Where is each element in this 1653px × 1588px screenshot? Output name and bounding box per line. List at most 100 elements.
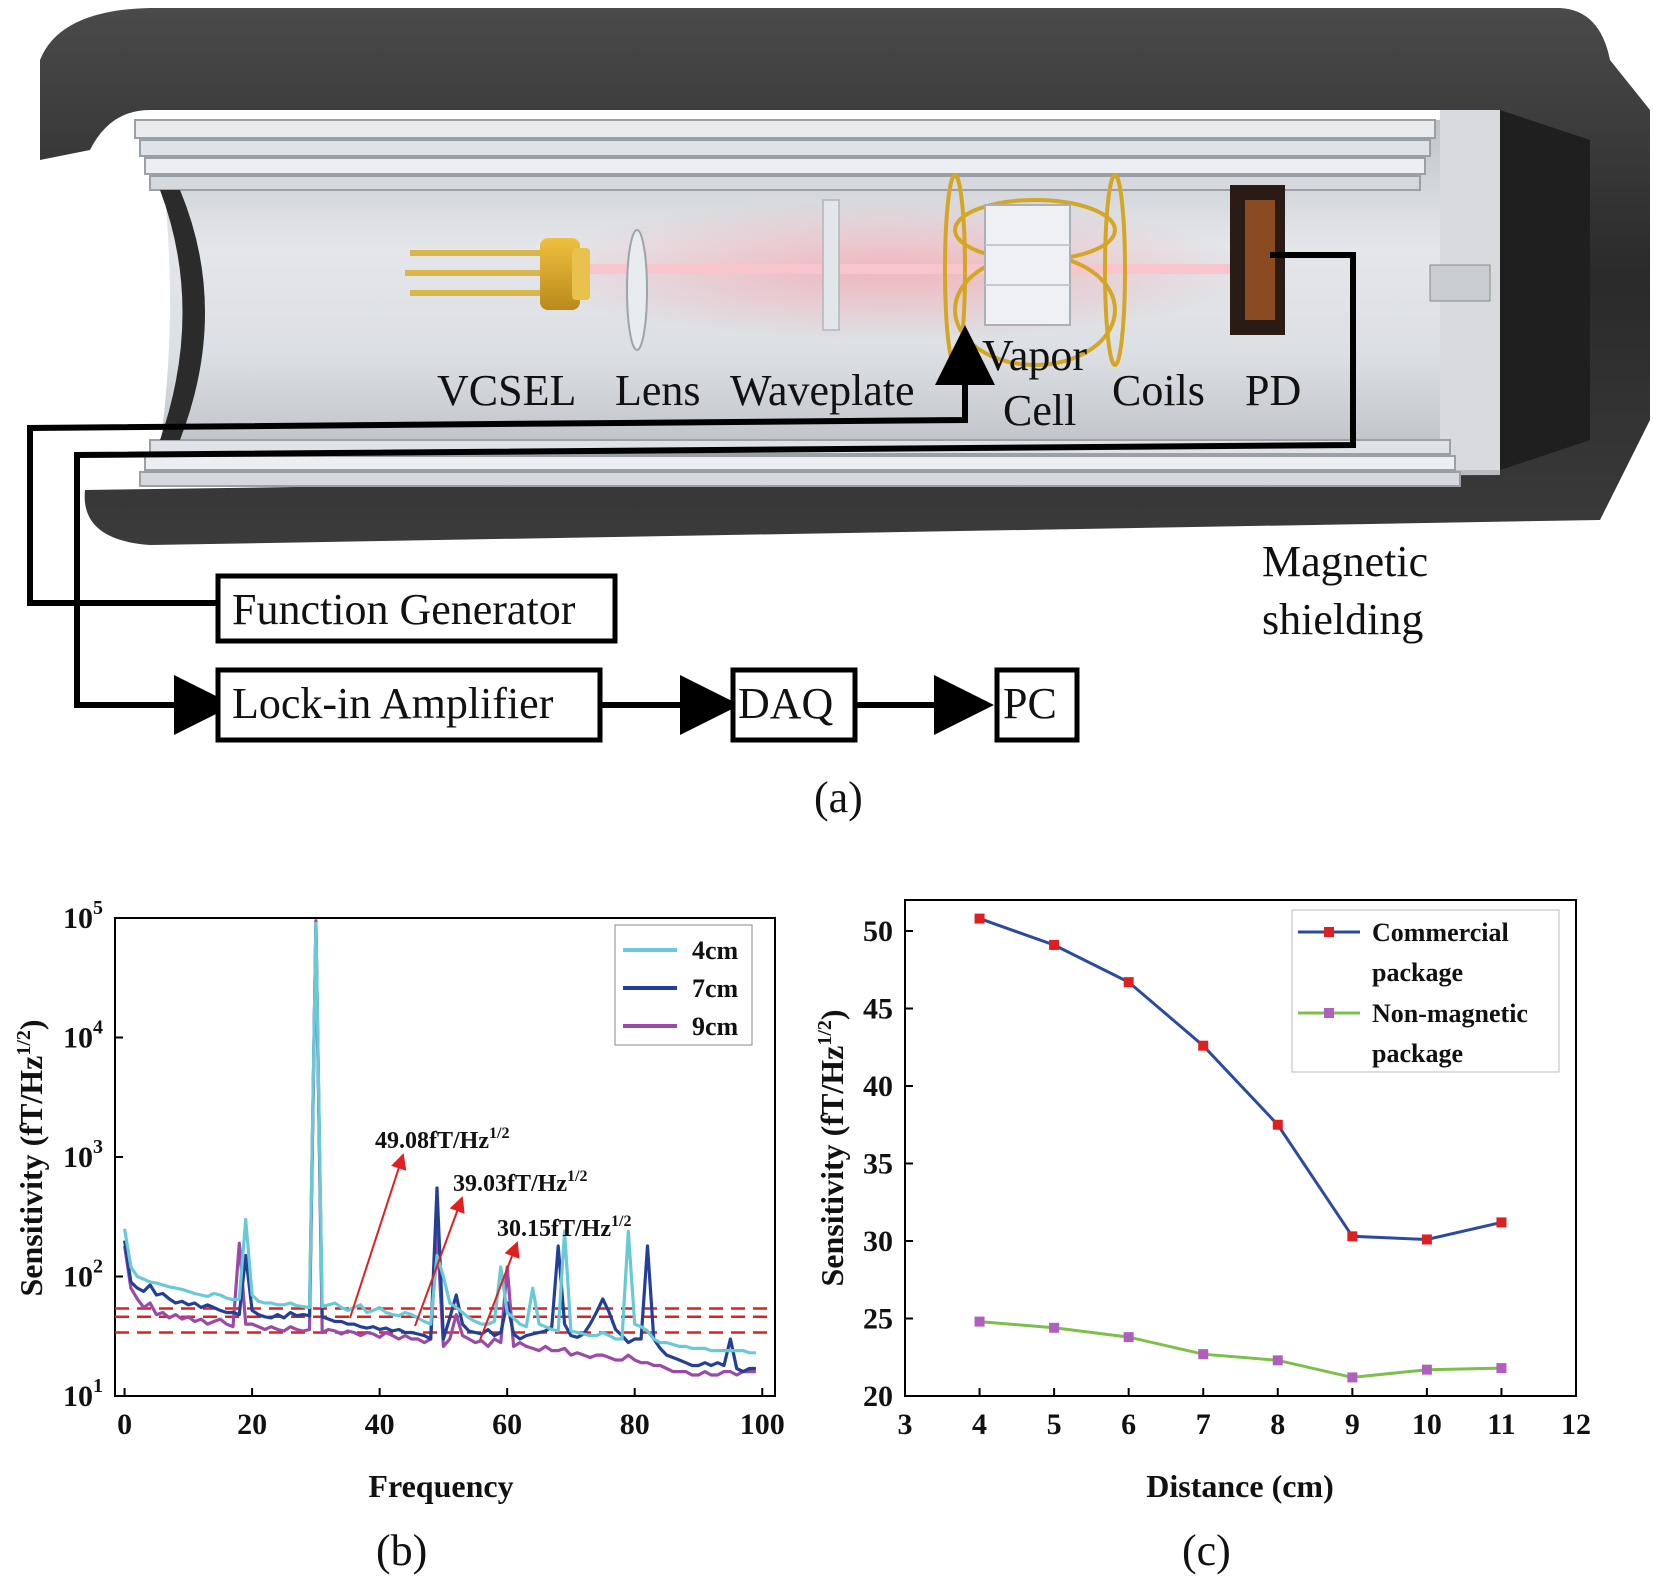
y-tick-label: 40 [863,1070,893,1103]
x-tick-label: 80 [620,1408,650,1441]
x-tick-label: 8 [1270,1408,1285,1441]
lock-in-amplifier-label: Lock-in Amplifier [232,679,554,728]
data-point [1347,1372,1358,1383]
data-point [1049,1322,1060,1333]
y-tick-label: 101 [63,1375,103,1413]
data-point [1496,1363,1507,1374]
pc-box: PC [994,667,1080,743]
chart-b-ylabel: Sensitivity (fT/Hz1/2) [13,1019,49,1296]
magnetic-shield-shell [40,8,1650,545]
data-point [1272,1119,1283,1130]
annotation-arrow [414,1196,465,1327]
series-line-4cm [123,921,756,1355]
series-line-1 [979,1320,1502,1379]
function-generator-box: Function Generator [215,573,618,644]
legend-nonmagnetic-marker [1324,1008,1334,1018]
y-tick-label: 45 [863,993,893,1026]
legend-4cm-label: 4cm [692,936,739,965]
y-tick-label: 30 [863,1225,893,1258]
data-point [1123,1332,1134,1343]
x-tick-label: 40 [365,1408,395,1441]
x-tick-label: 3 [898,1408,913,1441]
x-tick-label: 4 [972,1408,987,1441]
chart-b-ticks: 0 20 40 60 80 100 101 102 103 104 105 [63,897,785,1441]
annotation-label: 39.03fT/Hz1/2 [453,1168,587,1197]
label-vcsel: VCSEL [437,366,576,415]
x-tick-label: 12 [1561,1408,1591,1441]
x-tick-label: 7 [1196,1408,1211,1441]
chart-b-legend: 4cm 7cm 9cm [614,924,753,1046]
shield-layers-top [134,119,1436,191]
caption-c: (c) [1182,1526,1231,1575]
y-tick-label: 50 [863,915,893,948]
label-pd: PD [1245,366,1301,415]
chart-b-series [123,919,756,1377]
legend-commercial-label-2: package [1372,958,1463,987]
daq-box: DAQ [730,667,858,743]
lock-in-amplifier-box: Lock-in Amplifier [215,667,603,743]
vapor-cell-component [984,204,1071,326]
y-tick-label: 103 [63,1136,103,1174]
legend-nonmagnetic-label-1: Non-magnetic [1372,999,1528,1028]
data-point [974,913,985,924]
data-point [1049,939,1060,950]
shield-layers-bottom [139,439,1461,487]
y-tick-label: 104 [63,1017,103,1055]
pd-component [1230,185,1285,335]
chart-b-xlabel: Frequency [368,1468,513,1504]
caption-b: (b) [376,1526,427,1575]
data-point [1272,1355,1283,1366]
chart-b: 0 20 40 60 80 100 101 102 103 104 105 49.08fT/Hz1/… [13,897,785,1575]
daq-label: DAQ [738,679,834,728]
data-point [1421,1364,1432,1375]
label-waveplate: Waveplate [730,366,915,415]
x-tick-label: 9 [1345,1408,1360,1441]
annotation-arrow [349,1153,407,1319]
legend-7cm-label: 7cm [692,974,739,1003]
data-point [1198,1040,1209,1051]
label-shielding: shielding [1262,595,1423,644]
panel-a-schematic: VCSEL Lens Waveplate Vapor Cell Coils PD… [27,8,1650,822]
x-tick-label: 20 [237,1408,267,1441]
x-tick-label: 100 [740,1408,785,1441]
label-vapor: Vapor [982,331,1087,380]
series-line-0 [979,917,1502,1242]
function-generator-label: Function Generator [232,585,576,634]
annotation-arrow [479,1241,520,1341]
caption-a: (a) [814,773,863,822]
data-point [1198,1349,1209,1360]
chart-b-annotations: 49.08fT/Hz1/2 39.03fT/Hz1/2 30.15fT/Hz1/2 [349,1125,631,1341]
legend-nonmagnetic-label-2: package [1372,1039,1463,1068]
signal-wiring [27,252,1356,735]
vcsel-component [405,238,590,310]
label-magnetic: Magnetic [1262,537,1428,586]
y-tick-label: 105 [63,897,103,935]
label-lens: Lens [615,366,701,415]
x-tick-label: 10 [1412,1408,1442,1441]
chart-c-series [974,913,1507,1383]
data-point [1347,1231,1358,1242]
y-tick-label: 25 [863,1303,893,1336]
label-coils: Coils [1112,366,1205,415]
legend-commercial-label-1: Commercial [1372,918,1509,947]
x-tick-label: 60 [492,1408,522,1441]
legend-9cm-label: 9cm [692,1012,739,1041]
x-tick-label: 0 [117,1408,132,1441]
label-cell: Cell [1003,386,1076,435]
y-tick-label: 35 [863,1148,893,1181]
laser-beam [560,264,1250,274]
x-tick-label: 6 [1121,1408,1136,1441]
annotation-label: 30.15fT/Hz1/2 [497,1213,631,1242]
x-tick-label: 5 [1047,1408,1062,1441]
chart-c-legend: Commercial package Non-magnetic package [1291,909,1560,1073]
y-tick-label: 102 [63,1256,103,1294]
y-tick-label: 20 [863,1380,893,1413]
lens-component [626,229,648,351]
data-point [974,1316,985,1327]
annotation-label: 49.08fT/Hz1/2 [375,1125,509,1154]
x-tick-label: 11 [1487,1408,1515,1441]
chart-c-xlabel: Distance (cm) [1146,1468,1333,1504]
